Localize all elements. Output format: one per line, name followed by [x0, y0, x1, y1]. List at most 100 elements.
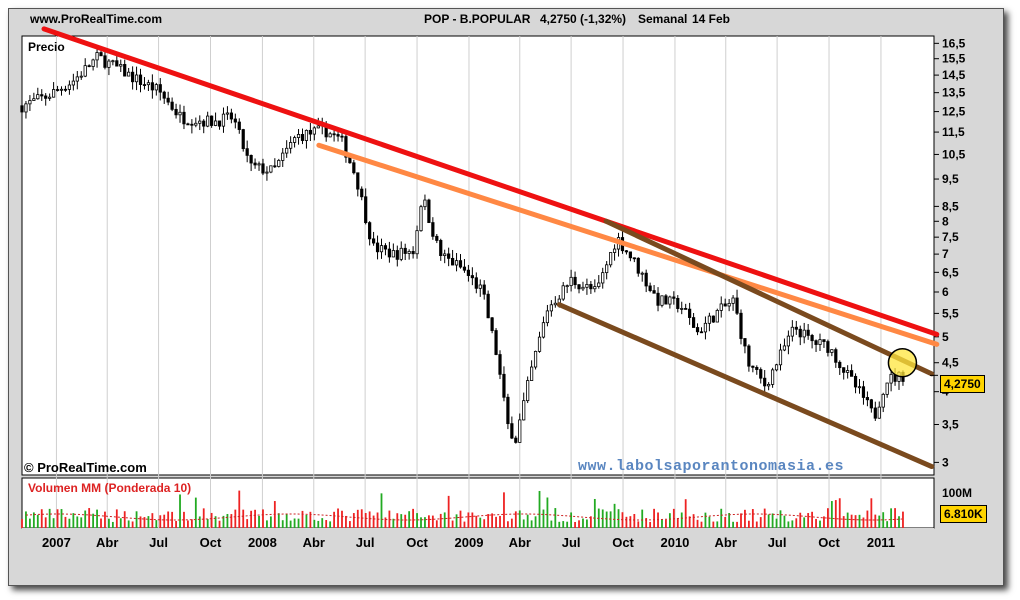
volume-bar [68, 518, 71, 528]
volume-bar [285, 513, 288, 528]
x-tick-label: Jul [562, 535, 581, 550]
candle-body [451, 257, 455, 266]
volume-bar [84, 510, 87, 528]
candle-body [628, 251, 632, 259]
volume-bar [637, 521, 640, 528]
candle-body [640, 272, 644, 275]
candle-body [486, 293, 490, 319]
volume-bar [297, 518, 300, 528]
candle-body [356, 172, 360, 190]
candle-body [830, 349, 834, 353]
candle-body [664, 295, 668, 305]
candle-body [55, 89, 60, 91]
last-price-badge: 4,2750 [940, 375, 985, 393]
volume-panel-label: Volumen MM (Ponderada 10) [28, 481, 192, 495]
volume-bar [360, 509, 363, 528]
candle-body [123, 64, 127, 77]
price-panel-label: Precio [28, 40, 65, 54]
volume-bar [724, 516, 727, 528]
candle-body [715, 309, 719, 323]
volume-bar [838, 498, 841, 528]
volume-bar [902, 511, 904, 528]
candle-body [609, 252, 613, 266]
candle-body [747, 345, 751, 367]
site-url[interactable]: www.ProRealTime.com [30, 12, 163, 26]
candle-body [506, 396, 510, 425]
volume-bar [487, 514, 490, 528]
candle-body [569, 276, 573, 287]
candle-body [138, 74, 143, 85]
volume-bar [218, 520, 221, 528]
candle-body [395, 250, 399, 260]
volume-bar [226, 513, 229, 528]
volume-bar [293, 518, 296, 528]
y-tick-label: 6,5 [942, 265, 959, 279]
candle-body [443, 253, 447, 257]
volume-bar [364, 513, 367, 528]
volume-bar [668, 513, 671, 528]
volume-bar [171, 511, 174, 528]
candle-body [518, 419, 522, 443]
candle-body [482, 284, 486, 295]
y-tick-label: 3,5 [942, 417, 959, 431]
candle-body [300, 134, 305, 141]
candle-body [245, 148, 249, 156]
volume-bar [32, 512, 35, 528]
x-tick-label: Oct [406, 535, 428, 550]
last-volume-badge: 6.810K [940, 505, 987, 523]
volume-bar [479, 517, 482, 528]
candle-body [269, 165, 273, 173]
candle-body [806, 329, 810, 336]
volume-bar [755, 521, 758, 528]
candle-body [636, 257, 640, 274]
volume-bar [830, 501, 833, 528]
volume-bar [72, 513, 75, 528]
candle-body [494, 330, 498, 355]
candle-body [759, 369, 763, 379]
volume-bar [183, 511, 185, 528]
volume-bar [222, 515, 225, 528]
volume-bar [80, 517, 83, 528]
candle-body [573, 276, 577, 286]
volume-bar [88, 508, 91, 528]
volume-bar [36, 514, 39, 528]
volume-bar [665, 519, 667, 528]
volume-bar [329, 521, 332, 528]
candle-body [553, 302, 557, 306]
volume-bar [108, 518, 110, 528]
watermark[interactable]: www.labolsaporantonomasia.es [578, 458, 845, 475]
candle-body [48, 96, 52, 99]
candle-body [213, 120, 218, 126]
candle-body [522, 400, 526, 421]
candle-body [703, 322, 708, 333]
volume-bar [313, 519, 316, 528]
volume-bar [254, 509, 256, 528]
candle-body [182, 111, 186, 125]
volume-bar [641, 509, 644, 528]
volume-bar [348, 521, 351, 528]
volume-scale-label: 100M [942, 486, 973, 500]
volume-bar [811, 511, 813, 528]
volume-bar [680, 512, 683, 528]
candle-body [368, 222, 372, 240]
volume-bar [562, 521, 565, 528]
volume-bar [728, 513, 731, 528]
candle-body [253, 162, 257, 166]
y-tick-label: 7,5 [942, 230, 959, 244]
candle-body [190, 123, 194, 126]
volume-bar [712, 521, 715, 528]
volume-bar [661, 519, 663, 528]
volume-bar [862, 517, 865, 528]
candle-body [285, 147, 289, 154]
candle-body [478, 284, 482, 289]
candle-body [336, 134, 340, 137]
volume-bar [305, 514, 308, 528]
candle-body [217, 120, 222, 127]
volume-bar [767, 514, 770, 528]
candle-body [763, 377, 767, 387]
candle-body [877, 406, 881, 419]
candle-body [344, 136, 348, 158]
candle-body [225, 112, 230, 115]
x-axis-band [22, 528, 934, 556]
candle-body [794, 326, 798, 330]
